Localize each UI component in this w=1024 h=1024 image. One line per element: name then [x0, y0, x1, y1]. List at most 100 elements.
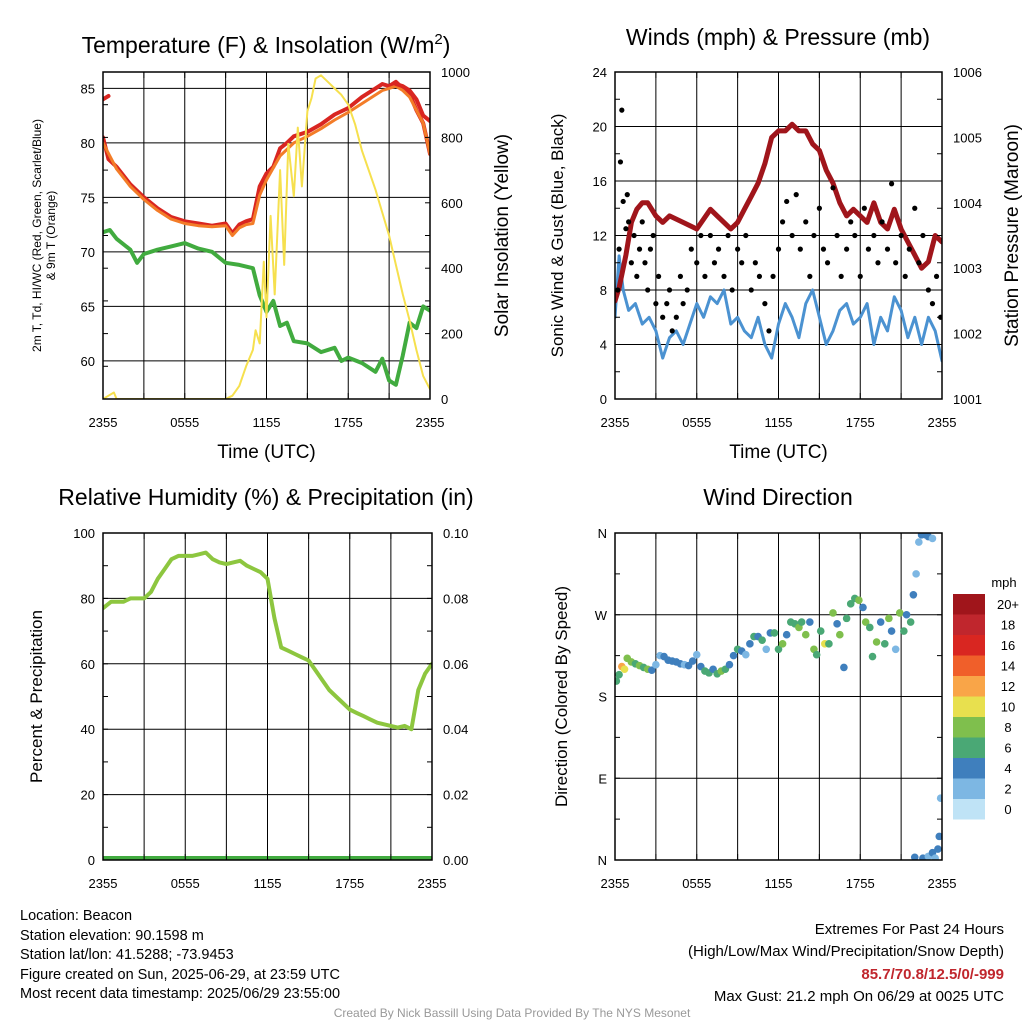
direction-point [936, 794, 942, 803]
direction-point [620, 665, 629, 674]
x-tick-label: 2355 [89, 415, 118, 430]
direction-point [778, 640, 787, 648]
gust-point [852, 232, 858, 239]
y-tick-label: W [595, 608, 608, 623]
gust-point [752, 260, 758, 266]
y-tick-label-right: 0 [441, 392, 448, 407]
gust-point [677, 273, 684, 279]
y-tick-label-right: 400 [441, 261, 463, 276]
direction-point [840, 663, 848, 672]
y-tick-label: 40 [81, 722, 95, 737]
x-tick-label: 1155 [253, 415, 281, 430]
gust-point [669, 328, 675, 334]
chart-panel-3: 0 20 40 60 80 100 0.00 0.02 0.04 0.06 0.08 0.10 2355… [27, 484, 474, 891]
y-tick-label-right: 1006 [953, 65, 982, 80]
legend-swatch [953, 778, 985, 799]
direction-point [797, 618, 806, 626]
y-tick-label: N [598, 526, 607, 541]
gust-point [834, 232, 840, 239]
direction-point [742, 650, 750, 659]
y-tick-label: E [598, 771, 607, 786]
y-tick-label-right: 0.04 [443, 722, 468, 737]
direction-point [855, 596, 863, 605]
legend-swatch [953, 696, 985, 717]
gust-point [684, 287, 690, 293]
y-tick-label: 12 [593, 229, 607, 244]
y-tick-label-right: 1002 [953, 327, 982, 342]
gust-point [912, 205, 918, 211]
y-tick-label: 20 [593, 120, 607, 135]
x-tick-label: 0555 [171, 876, 200, 891]
y-tick-label-right: 600 [441, 196, 463, 211]
y-tick-label-right: 1005 [953, 130, 982, 145]
chart-title: Winds (mph) & Pressure (mb) [626, 24, 930, 50]
chart-panel-1: 60 65 70 75 80 85 0 200 400 600 800 1000 2355 0555 115… [30, 31, 513, 463]
direction-point [762, 645, 771, 654]
x-tick-label: 0555 [682, 415, 711, 430]
gust-point [762, 301, 768, 307]
plot-area [103, 550, 432, 860]
direction-point [770, 629, 779, 637]
gust-point [838, 273, 844, 279]
gust-point [711, 260, 718, 266]
legend-swatch [953, 655, 985, 676]
direction-point [688, 657, 697, 665]
y-tick-label: 100 [73, 526, 95, 541]
legend-swatch [953, 737, 985, 758]
series-line-3 [393, 82, 430, 124]
y-tick-label: 65 [81, 299, 95, 314]
credit-text: Created By Nick Bassill Using Data Provi… [333, 1006, 691, 1020]
direction-point [615, 670, 623, 679]
chart-panel-2: 0 4 8 12 16 20 24 1001 1002 1003 1004 1005 1006 2355 0… [548, 24, 1023, 463]
direction-point [865, 623, 874, 632]
y-axis-label: Sonic Wind & Gust (Blue, Black) [548, 114, 567, 358]
series-line-6 [103, 74, 430, 399]
legend-label: 4 [1004, 761, 1011, 776]
direction-point [647, 666, 656, 674]
direction-point [806, 618, 814, 626]
gust-point [624, 192, 630, 198]
legend-swatch [953, 594, 985, 615]
gust-point [888, 181, 895, 187]
plot-area [615, 533, 942, 860]
legend-label: 0 [1004, 802, 1011, 817]
gust-point [865, 246, 872, 252]
gust-point [879, 219, 885, 225]
y-tick-label-right: 0.08 [443, 591, 468, 606]
gust-point [793, 192, 799, 198]
gust-point [811, 232, 817, 239]
x-tick-label: 2355 [89, 876, 118, 891]
plot-area [103, 74, 430, 399]
gust-point [666, 287, 673, 293]
direction-point [928, 534, 937, 543]
gust-point [797, 246, 803, 252]
x-tick-label: 1755 [335, 876, 364, 891]
chart-title: Wind Direction [703, 484, 853, 510]
gust-point [739, 260, 745, 266]
gust-point [707, 232, 713, 239]
gust-point [642, 260, 648, 266]
y-tick-label-right: 0.00 [443, 853, 468, 868]
legend-swatch [953, 635, 985, 656]
gust-point [743, 232, 749, 239]
x-axis-label: Time (UTC) [729, 442, 828, 463]
direction-point [887, 627, 896, 635]
y-tick-label: 80 [81, 136, 95, 151]
y-tick-label-right: 1003 [953, 261, 982, 276]
plot-area [615, 107, 942, 363]
gust-point [620, 198, 626, 205]
y-tick-label: 0 [88, 853, 95, 868]
direction-point [880, 640, 889, 648]
y-tick-label-right: 1001 [953, 392, 982, 407]
direction-point [812, 650, 821, 659]
y-axis-label: Direction (Colored By Speed) [552, 586, 571, 807]
legend-label: 8 [1004, 720, 1011, 735]
gust-point [906, 246, 912, 252]
x-tick-label: 1155 [765, 876, 793, 891]
gust-point [694, 260, 700, 266]
chart-title: Relative Humidity (%) & Precipitation (i… [58, 484, 473, 510]
gust-point [916, 260, 922, 266]
series-line-2 [103, 84, 430, 237]
y-tick-label: 80 [81, 591, 95, 606]
y-tick-label: 70 [81, 245, 95, 260]
